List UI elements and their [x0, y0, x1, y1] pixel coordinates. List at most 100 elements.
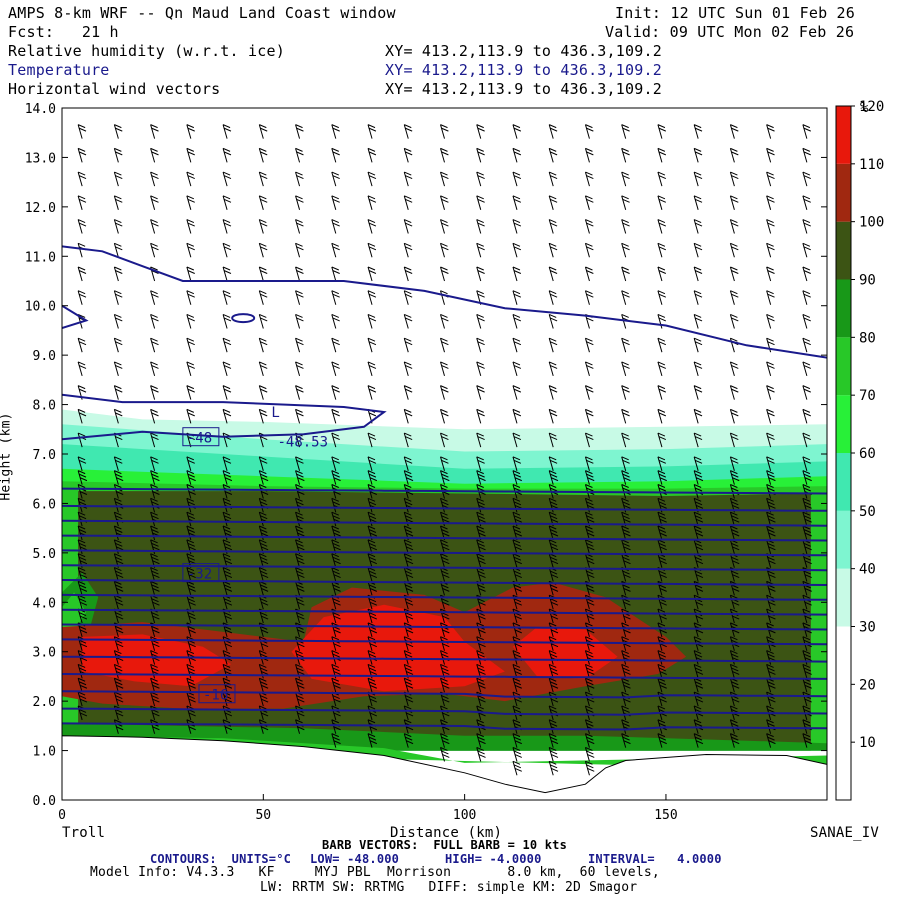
barb-feather: [514, 574, 522, 578]
barb-feather: [405, 712, 414, 717]
barb-feather: [333, 740, 341, 745]
barb-feather: [114, 484, 122, 488]
barb-feather: [659, 574, 667, 578]
wind-barb: [295, 361, 304, 377]
wind-barb: [766, 733, 776, 748]
barb-feather: [442, 740, 450, 745]
barb-staff: [621, 243, 627, 258]
barb-feather: [550, 767, 559, 772]
wind-barb: [621, 470, 631, 485]
barb-feather: [585, 705, 593, 710]
barb-staff: [548, 195, 554, 210]
wind-barb: [186, 456, 195, 471]
barb-feather: [368, 653, 377, 658]
barb-feather: [222, 195, 231, 200]
barb-feather: [802, 219, 811, 224]
barb-feather: [260, 712, 269, 717]
barb-feather: [550, 601, 559, 606]
barb-feather: [186, 124, 195, 129]
barb-staff: [476, 219, 482, 234]
barb-feather: [767, 127, 775, 132]
contours-interval: INTERVAL= 4.0000: [588, 852, 722, 866]
barb-feather: [802, 456, 811, 461]
wind-barb: [766, 525, 776, 541]
wind-barb: [512, 266, 522, 282]
barb-staff: [367, 385, 373, 400]
barb-feather: [404, 470, 412, 475]
barb-feather: [259, 361, 267, 366]
wind-barb: [693, 124, 703, 139]
barb-feather: [441, 736, 449, 741]
barb-feather: [549, 653, 558, 658]
barb-feather: [260, 546, 269, 551]
barb-feather: [296, 695, 304, 700]
wind-barb: [77, 408, 87, 424]
barb-feather: [187, 667, 195, 672]
barb-feather: [766, 733, 774, 738]
barb-feather: [585, 470, 593, 475]
isotherm: [62, 722, 827, 731]
barb-feather: [333, 698, 341, 703]
wind-barb: [367, 432, 377, 448]
barb-feather: [694, 198, 703, 203]
barb-feather: [295, 195, 303, 200]
barb-feather: [730, 124, 738, 129]
wind-barb: [150, 456, 159, 471]
barb-feather: [477, 341, 485, 346]
wind-barb: [77, 580, 88, 596]
barb-feather: [513, 364, 522, 369]
wind-barb: [222, 219, 232, 234]
barb-feather: [440, 337, 448, 342]
terrain-surface: [62, 735, 827, 800]
barb-feather: [405, 684, 414, 689]
barb-feather: [404, 529, 413, 533]
barb-feather: [78, 341, 87, 346]
barb-feather: [222, 219, 231, 224]
barb-feather: [78, 681, 87, 686]
wind-barb: [657, 733, 667, 748]
barb-feather: [260, 459, 268, 464]
barb-staff: [693, 124, 699, 139]
wind-barb: [584, 385, 594, 400]
barb-feather: [803, 364, 811, 369]
wind-barb: [367, 567, 378, 582]
wind-barb: [440, 313, 449, 329]
barb-feather: [586, 736, 594, 741]
wind-barb: [548, 171, 558, 187]
barb-feather: [623, 477, 631, 482]
barb-feather: [151, 612, 159, 617]
barb-feather: [477, 556, 485, 561]
barb-feather: [585, 636, 593, 641]
barb-feather: [77, 385, 86, 390]
wind-barb: [222, 691, 233, 707]
wind-barb: [440, 677, 450, 693]
barb-feather: [440, 663, 448, 668]
barb-feather: [731, 246, 739, 251]
barb-feather: [441, 695, 449, 700]
barb-staff: [367, 314, 373, 329]
barb-feather: [549, 222, 558, 227]
barb-feather: [586, 681, 594, 686]
barb-feather: [549, 293, 558, 298]
barb-feather: [514, 504, 522, 509]
barb-feather: [621, 124, 629, 129]
barb-feather: [186, 290, 195, 295]
barb-feather: [260, 643, 269, 648]
wind-barb: [77, 539, 88, 554]
barb-staff: [548, 243, 554, 258]
barb-feather: [513, 487, 522, 492]
barb-feather: [150, 408, 158, 413]
barb-feather: [332, 317, 340, 322]
wind-barb: [403, 733, 414, 748]
barb-staff: [77, 361, 83, 377]
barb-feather: [513, 341, 522, 346]
barb-feather: [368, 515, 377, 520]
barb-feather: [260, 198, 268, 203]
barb-feather: [78, 708, 87, 713]
barb-staff: [512, 338, 518, 353]
barb-feather: [297, 532, 305, 537]
barb-feather: [260, 560, 269, 565]
barb-staff: [331, 124, 337, 139]
wind-barb: [186, 195, 195, 210]
